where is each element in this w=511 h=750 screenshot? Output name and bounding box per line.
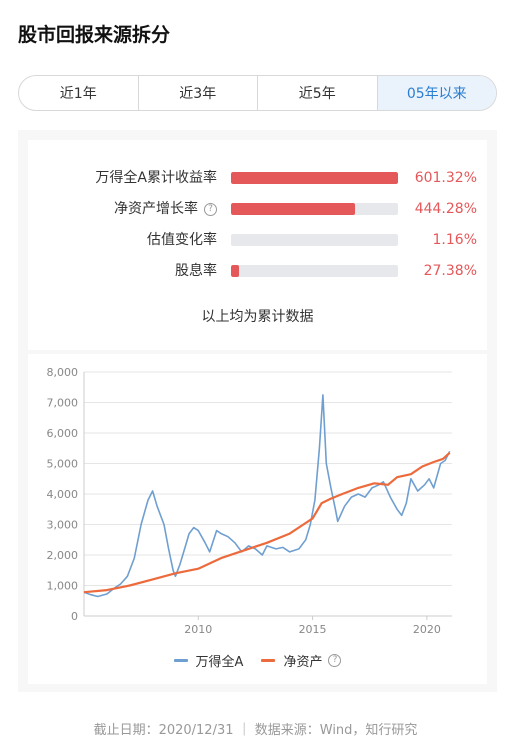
x-tick-label: 2015 <box>299 623 327 636</box>
progress-fill <box>231 203 355 215</box>
return-summary-card: 万得全A累计收益率 601.32% 净资产增长率? 444.28% 估值变化率 … <box>28 140 487 350</box>
progress-fill <box>231 172 398 184</box>
legend-item-wind-a[interactable]: 万得全A <box>173 651 244 670</box>
progress-track <box>231 234 398 246</box>
y-tick-label: 6,000 <box>47 427 79 440</box>
y-tick-label: 1,000 <box>47 580 79 593</box>
legend-item-net-assets[interactable]: 净资产 ? <box>261 651 342 670</box>
tab-3-year[interactable]: 近3年 <box>139 76 258 110</box>
legend-swatch <box>261 659 276 662</box>
x-tick-label: 2010 <box>184 623 212 636</box>
line-chart-svg: 0 1,000 2,000 3,000 4,000 5,000 6,000 7,000 8,00… <box>47 366 452 636</box>
y-tick-label: 5,000 <box>47 458 79 471</box>
legend-label: 万得全A <box>195 655 244 670</box>
summary-row-label: 股息率 <box>175 263 217 279</box>
progress-fill <box>231 265 240 277</box>
x-tick-label: 2020 <box>413 623 441 636</box>
tab-5-year[interactable]: 近5年 <box>258 76 378 110</box>
help-icon[interactable]: ? <box>204 202 217 216</box>
help-icon[interactable]: ? <box>328 654 342 667</box>
period-tabs: 近1年 近3年 近5年 05年以来 <box>18 75 497 111</box>
summary-row-value: 444.28% <box>414 201 477 217</box>
summary-row-label: 万得全A累计收益率 <box>95 170 217 186</box>
series-line-wind-a <box>83 394 451 598</box>
tab-1-year[interactable]: 近1年 <box>19 76 139 110</box>
summary-row-net-asset-growth: 净资产增长率? 444.28% <box>28 199 487 219</box>
summary-row-label: 估值变化率 <box>147 232 217 248</box>
summary-row-label: 净资产增长率? <box>114 199 217 219</box>
summary-row-dividend-yield: 股息率 27.38% <box>28 261 487 281</box>
series-line-net-assets <box>83 451 451 594</box>
progress-track <box>231 203 398 215</box>
y-tick-label: 0 <box>71 610 78 623</box>
legend-swatch <box>173 659 188 662</box>
progress-track <box>231 265 398 277</box>
summary-row-value: 1.16% <box>432 232 477 248</box>
y-tick-label: 7,000 <box>47 397 79 410</box>
chart-legend: 万得全A 净资产 ? <box>28 651 487 670</box>
y-tick-label: 2,000 <box>47 549 79 562</box>
content-panel: 万得全A累计收益率 601.32% 净资产增长率? 444.28% 估值变化率 … <box>18 130 497 692</box>
summary-row-valuation-change: 估值变化率 1.16% <box>28 230 487 250</box>
y-tick-label: 4,000 <box>47 488 79 501</box>
y-tick-label: 3,000 <box>47 519 79 532</box>
summary-row-value: 601.32% <box>414 170 477 186</box>
cumulative-note: 以上均为累计数据 <box>201 309 314 325</box>
page-title: 股市回报来源拆分 <box>18 24 171 46</box>
summary-row-total-return: 万得全A累计收益率 601.32% <box>28 168 487 188</box>
line-chart: 0 1,000 2,000 3,000 4,000 5,000 6,000 7,000 8,00… <box>28 354 487 684</box>
progress-track <box>231 172 398 184</box>
summary-row-value: 27.38% <box>423 263 477 279</box>
tab-since-2005[interactable]: 05年以来 <box>377 76 496 110</box>
y-tick-label: 8,000 <box>47 366 79 379</box>
legend-label: 净资产 <box>283 655 323 670</box>
source-footer: 截止日期：2020/12/31 ｜ 数据来源：Wind，知行研究 <box>93 723 418 738</box>
